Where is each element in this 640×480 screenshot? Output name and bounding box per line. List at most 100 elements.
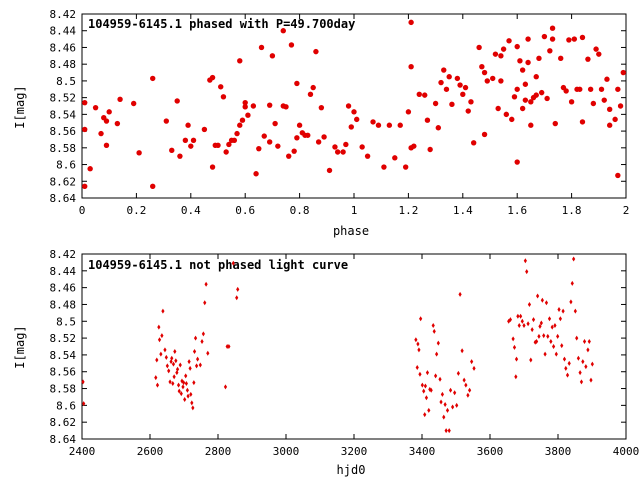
data-point: [204, 281, 208, 287]
data-point: [434, 373, 438, 379]
data-point: [87, 166, 93, 172]
data-point: [454, 75, 461, 82]
y-tick-label: 8.54: [50, 349, 77, 362]
data-point: [449, 101, 455, 108]
data-point: [543, 351, 547, 357]
data-point: [190, 400, 194, 406]
data-point: [601, 97, 607, 103]
data-point: [82, 183, 88, 189]
data-point: [550, 324, 554, 330]
data-point: [547, 48, 553, 54]
data-point: [541, 33, 548, 40]
data-point: [453, 390, 457, 396]
data-point: [161, 308, 165, 314]
data-point: [318, 104, 325, 111]
data-point: [164, 354, 168, 360]
data-point: [220, 94, 227, 100]
data-point: [432, 328, 436, 334]
data-point: [457, 82, 463, 88]
data-point: [130, 100, 137, 107]
data-point: [589, 377, 593, 383]
data-point: [554, 351, 558, 357]
data-point: [168, 379, 172, 385]
data-point: [620, 69, 626, 76]
data-point: [544, 300, 549, 306]
y-tick-label: 8.52: [50, 92, 77, 105]
data-point: [181, 384, 185, 390]
data-point: [576, 355, 580, 361]
data-point: [468, 99, 474, 105]
y-tick-label: 8.48: [50, 58, 77, 71]
data-point: [81, 379, 85, 385]
data-point: [564, 365, 568, 371]
data-point: [460, 91, 466, 97]
data-point: [179, 391, 183, 397]
data-point: [209, 74, 216, 81]
data-point: [519, 67, 526, 73]
data-point: [587, 86, 594, 92]
y-tick-label: 8.56: [50, 125, 77, 138]
data-point: [405, 109, 412, 115]
data-point: [429, 387, 433, 393]
data-point: [435, 125, 442, 131]
data-point: [188, 365, 192, 371]
data-point: [184, 381, 188, 386]
x-tick-label: 4000: [613, 445, 640, 458]
data-point: [408, 63, 414, 70]
data-point: [173, 349, 177, 355]
y-tick-label: 8.64: [50, 433, 77, 446]
y-tick-label: 8.58: [50, 142, 77, 155]
data-point: [258, 44, 265, 51]
x-tick-label: 2400: [69, 445, 96, 458]
data-point: [237, 58, 243, 64]
data-point: [537, 333, 541, 339]
plot-frame: [81, 13, 627, 199]
data-point: [436, 340, 440, 346]
data-point: [439, 399, 443, 405]
data-point: [288, 42, 295, 48]
data-point: [245, 112, 251, 118]
data-point: [575, 335, 579, 341]
data-point: [579, 119, 586, 125]
data-point: [155, 382, 160, 388]
y-tick-label: 8.42: [50, 248, 77, 261]
data-point: [253, 171, 259, 177]
data-point: [578, 370, 582, 376]
data-point: [188, 143, 194, 149]
data-point: [191, 405, 195, 411]
data-point: [416, 91, 422, 97]
data-point: [523, 258, 527, 264]
data-point: [167, 368, 171, 374]
data-point: [310, 84, 316, 91]
data-point: [239, 117, 246, 123]
x-tick-label: 2: [623, 204, 630, 217]
data-point: [551, 344, 556, 349]
data-point: [517, 322, 521, 328]
data-point: [509, 116, 515, 123]
data-point: [528, 99, 534, 105]
data-point: [420, 382, 424, 388]
data-point: [571, 36, 578, 42]
y-tick-label: 8.42: [50, 8, 77, 21]
data-point: [549, 25, 556, 31]
data-point: [441, 67, 447, 73]
data-point: [192, 349, 197, 355]
data-point: [157, 337, 162, 343]
data-point: [154, 375, 158, 381]
data-point: [490, 75, 496, 82]
data-point: [512, 344, 517, 350]
phased-light-curve-panel: 104959-6145.1 phased with P=49.700day ph…: [13, 8, 629, 238]
data-point: [424, 117, 431, 123]
data-point: [544, 95, 550, 102]
data-point: [498, 53, 504, 59]
data-point: [443, 86, 450, 92]
data-point: [150, 75, 156, 82]
data-point: [438, 79, 444, 86]
data-point: [549, 338, 553, 344]
data-point: [235, 295, 239, 301]
data-point: [234, 130, 240, 137]
data-point: [82, 126, 88, 133]
data-point: [539, 320, 543, 326]
data-point: [171, 361, 176, 367]
data-point: [438, 376, 442, 382]
